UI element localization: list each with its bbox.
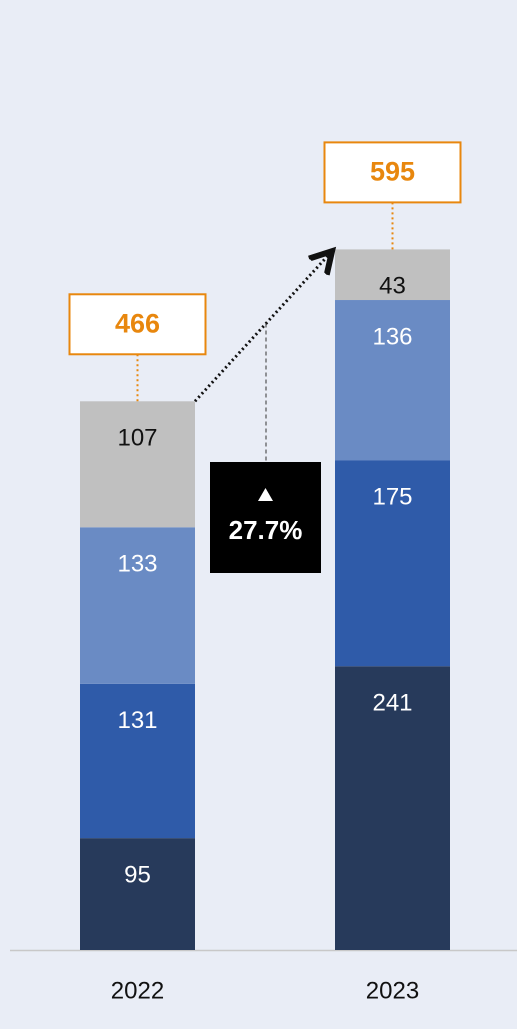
bar-segment bbox=[335, 666, 450, 950]
bar-segment bbox=[80, 838, 195, 950]
up-triangle bbox=[258, 488, 273, 501]
bar-segment bbox=[80, 401, 195, 528]
total-box bbox=[68, 293, 207, 356]
x-tick-label: 2022 bbox=[111, 977, 164, 1004]
segment-label: 107 bbox=[117, 425, 157, 452]
total-label: 595 bbox=[370, 157, 415, 187]
segment-label: 133 bbox=[117, 551, 157, 578]
x-tick-label: 2023 bbox=[366, 977, 419, 1004]
bar-segment bbox=[335, 460, 450, 667]
segment-label: 175 bbox=[372, 484, 412, 511]
segment-label: 136 bbox=[372, 323, 412, 350]
bar-segment bbox=[335, 300, 450, 461]
bar-segment bbox=[335, 249, 450, 301]
bar-segment bbox=[80, 683, 195, 839]
segment-label: 95 bbox=[124, 861, 151, 888]
total-box bbox=[323, 141, 462, 204]
growth-arrow bbox=[193, 253, 330, 403]
annotation-box bbox=[210, 462, 321, 573]
total-label: 466 bbox=[115, 308, 160, 338]
segment-label: 43 bbox=[379, 273, 406, 300]
annotation-label: 27.7% bbox=[229, 515, 303, 545]
segment-label: 131 bbox=[117, 707, 157, 734]
segment-label: 241 bbox=[372, 690, 412, 717]
bar-segment bbox=[80, 527, 195, 684]
